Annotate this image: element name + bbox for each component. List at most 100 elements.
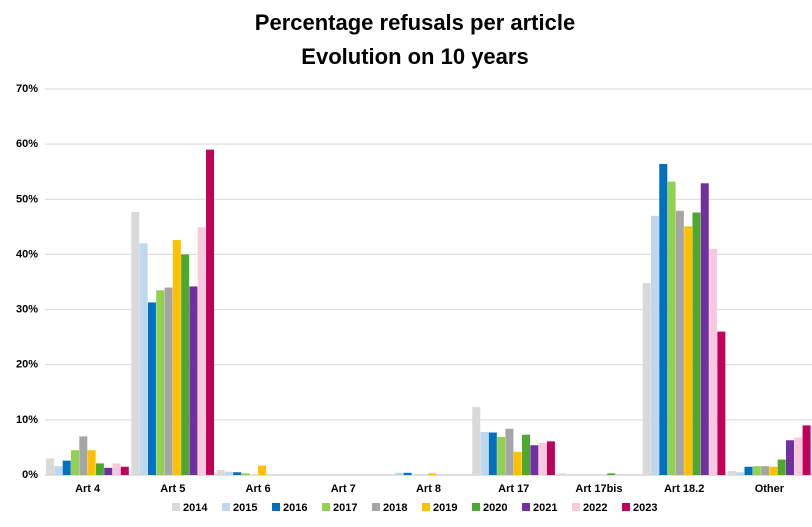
bar [802,425,811,475]
bar [139,243,148,475]
x-tick-label: Art 5 [160,483,185,495]
bar [505,428,514,475]
bar [181,254,190,475]
x-tick-label: Art 7 [331,483,356,495]
y-axis-tick-labels: 0% 10% 20% 30% 40% 50% 60% 70% [16,83,38,481]
bar [189,286,198,475]
bar [709,248,718,475]
bar [480,431,489,475]
bar [79,436,88,475]
x-tick-label: Art 4 [75,483,101,495]
bar [147,302,156,475]
y-tick-label: 10% [16,414,38,426]
legend-label: 2016 [283,502,307,514]
bar [769,466,778,475]
x-tick-label: Art 17 [498,483,529,495]
bar [497,436,506,475]
legend-label: 2022 [583,502,607,514]
legend-label: 2014 [183,502,208,514]
legend: 2014 2015 2016 2017 2018 2019 2020 2021 2022 2023 [172,502,657,514]
bar [761,466,770,475]
x-tick-label: Art 18.2 [664,483,704,495]
x-tick-label: Art 17bis [575,483,622,495]
legend-swatch [372,503,380,511]
legend-swatch [272,503,280,511]
bar [54,466,63,475]
bar [156,290,165,475]
bars [46,149,811,476]
bar [46,458,55,475]
bar [403,472,412,475]
y-tick-label: 30% [16,304,38,316]
bar [172,240,181,475]
bar [428,473,437,475]
bar [131,211,140,475]
bar [62,460,71,475]
y-tick-label: 50% [16,193,38,205]
legend-label: 2019 [433,502,457,514]
bar [95,463,104,475]
bar [607,473,616,475]
bar [233,472,242,475]
bar [692,212,701,475]
y-tick-label: 20% [16,359,38,371]
bar [120,466,129,475]
legend-label: 2021 [533,502,557,514]
bar [395,472,404,475]
bar [785,440,794,475]
bar [164,287,173,475]
bar [488,432,497,475]
bar [777,459,786,475]
x-axis-category-labels: Art 4 Art 5 Art 6 Art 7 Art 8 Art 17 Art 17bis… [75,483,785,495]
y-tick-label: 0% [22,469,38,481]
legend-swatch [572,503,580,511]
bar [736,472,745,475]
chart-title-line-1: Percentage refusals per article [254,10,576,35]
bar [752,466,761,475]
legend-label: 2017 [333,502,357,514]
bar [87,450,96,475]
bar [744,466,753,475]
bar [727,471,736,475]
bar [557,473,566,475]
legend-swatch [172,503,180,511]
bar [717,331,726,475]
legend-swatch [422,503,430,511]
y-tick-label: 40% [16,248,38,260]
y-tick-label: 60% [16,138,38,150]
bar [684,226,693,475]
bar [530,445,539,475]
bar [538,443,547,475]
bar [700,183,709,475]
legend-label: 2020 [483,502,507,514]
bar [642,283,651,475]
bar [197,227,206,475]
bar [659,163,668,475]
bar [104,467,113,475]
legend-swatch [472,503,480,511]
bar [206,149,215,475]
bar [241,473,250,475]
bar [258,465,267,475]
y-tick-label: 70% [16,83,38,95]
x-tick-label: Art 8 [416,483,441,495]
legend-label: 2018 [383,502,407,514]
legend-label: 2015 [233,502,257,514]
legend-swatch [322,503,330,511]
bar [224,471,233,475]
bar [522,434,531,475]
bar [216,470,225,475]
x-tick-label: Art 6 [246,483,271,495]
bar [667,181,676,475]
chart-title-line-2: Evolution on 10 years [301,44,529,69]
legend-label: 2023 [633,502,657,514]
bar [546,441,555,475]
legend-swatch [222,503,230,511]
x-tick-label: Other [755,483,785,495]
bar [675,210,684,475]
bar [650,215,659,476]
bar [112,463,121,475]
bar [513,451,522,475]
